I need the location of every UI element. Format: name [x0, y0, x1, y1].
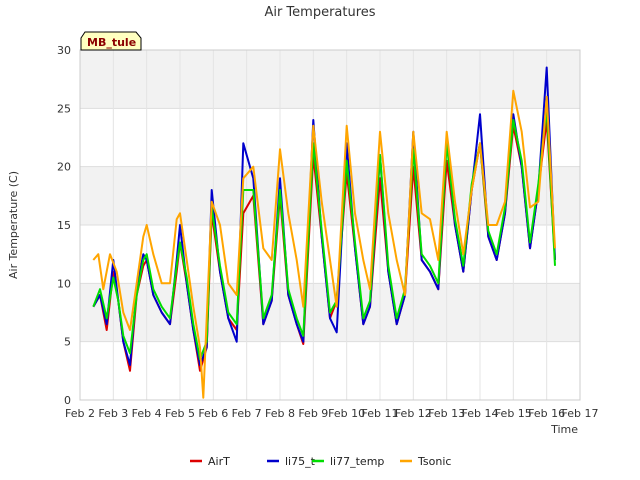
series-line-li77_temp	[92, 107, 556, 361]
x-tick-label: Feb 8	[265, 407, 295, 420]
legend-label-li75_t: li75_t	[285, 455, 316, 468]
x-tick-label: Feb 3	[98, 407, 128, 420]
y-tick-label: 10	[57, 277, 71, 290]
y-tick-label: 30	[57, 44, 71, 57]
background-band	[80, 166, 580, 225]
x-tick-label: Feb 7	[232, 407, 262, 420]
series-line-Tsonic	[92, 89, 556, 399]
x-tick-label: Feb 4	[132, 407, 162, 420]
y-tick-label: 20	[57, 161, 71, 174]
badge-label: MB_tule	[87, 36, 136, 49]
background-band	[80, 50, 580, 109]
legend-label-AirT: AirT	[208, 455, 230, 468]
x-tick-label: Feb 5	[165, 407, 195, 420]
chart-title: Air Temperatures	[264, 5, 375, 20]
x-tick-label: Feb 17	[562, 407, 599, 420]
y-axis-title: Air Temperature (C)	[7, 171, 20, 279]
x-axis-title: Time	[550, 423, 578, 436]
legend-label-Tsonic: Tsonic	[417, 455, 451, 468]
x-tick-label: Feb 9	[298, 407, 328, 420]
x-tick-label: Feb 15	[495, 407, 532, 420]
x-tick-label: Feb 2	[65, 407, 95, 420]
x-tick-label: Feb 13	[428, 407, 465, 420]
x-tick-label: Feb 14	[462, 407, 499, 420]
x-tick-label: Feb 16	[528, 407, 565, 420]
plot-frame	[79, 49, 581, 401]
series-layer	[92, 66, 556, 399]
x-tick-label: Feb 12	[395, 407, 432, 420]
badge-shape	[80, 31, 142, 51]
x-tick-label: Feb 6	[198, 407, 228, 420]
x-tick-label: Feb 11	[362, 407, 399, 420]
background-bands	[80, 50, 580, 342]
y-tick-label: 0	[64, 394, 71, 407]
legend: AirT li75_t li77_temp Tsonic	[190, 455, 451, 468]
y-tick-label: 5	[64, 336, 71, 349]
site-badge: MB_tule	[80, 31, 142, 51]
legend-label-li77_temp: li77_temp	[330, 455, 384, 468]
x-tick-label: Feb 10	[328, 407, 365, 420]
y-tick-label: 15	[57, 219, 71, 232]
tick-labels: 0 5 10 15 20 25 30 Feb 2 Feb 3 Feb 4 Feb 5 Feb 6 Feb…	[57, 44, 598, 420]
y-tick-label: 25	[57, 102, 71, 115]
